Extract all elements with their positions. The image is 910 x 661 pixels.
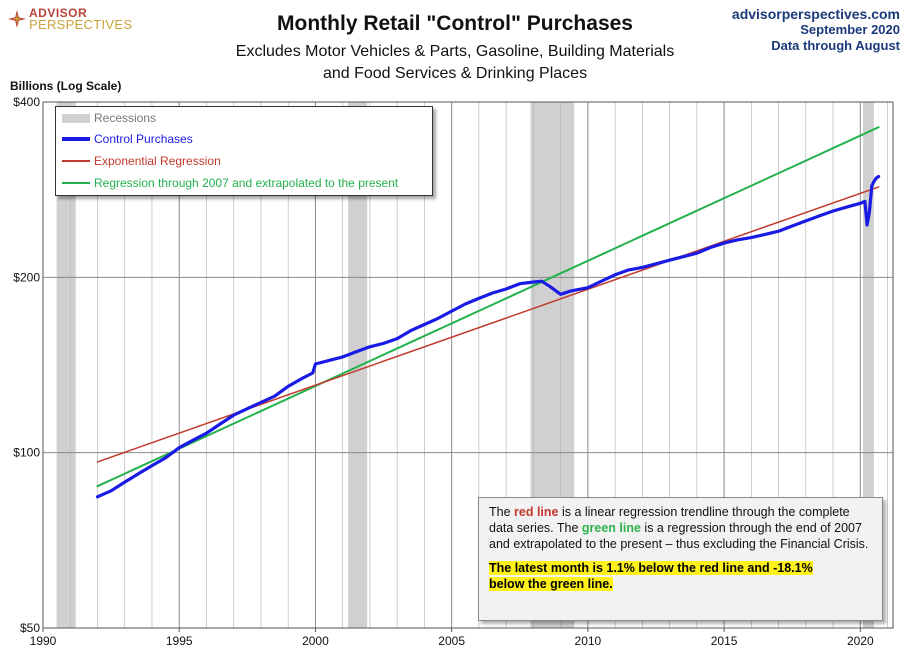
x-tick-label-1: 1995 (166, 634, 193, 648)
highlight-line-2: below the green line. (489, 577, 613, 591)
recession-band-0 (56, 102, 76, 628)
x-tick-label-5: 2015 (711, 634, 738, 648)
series-regression-2007 (96, 126, 880, 488)
legend-label-recessions: Recessions (94, 111, 157, 125)
brand-logo: ADVISOR PERSPECTIVES (8, 6, 133, 32)
chart-subtitle: Excludes Motor Vehicles & Parts, Gasolin… (150, 41, 760, 85)
source-date: September 2020 (800, 22, 900, 37)
annotation-highlight: The latest month is 1.1% below the red l… (489, 560, 874, 592)
x-tick-label-0: 1990 (30, 634, 57, 648)
legend-item-regression2007: Regression through 2007 and extrapolated… (62, 176, 398, 190)
legend-label-exponential: Exponential Regression (94, 154, 221, 168)
logo-line-1: ADVISOR (29, 6, 88, 20)
chart-legend: Recessions Control Purchases Exponential… (55, 106, 433, 196)
x-tick-label-4: 2010 (575, 634, 602, 648)
subtitle-line-1: Excludes Motor Vehicles & Parts, Gasolin… (235, 43, 675, 60)
series-exponential-regression (96, 186, 880, 463)
y-tick-label-3: $400 (13, 95, 40, 109)
chart-title: Monthly Retail "Control" Purchases (277, 12, 633, 35)
highlight-line-1: The latest month is 1.1% below the red l… (489, 561, 813, 575)
legend-swatch-exponential (62, 160, 90, 162)
y-tick-label-0: $50 (20, 621, 40, 635)
logo-line-2: PERSPECTIVES (29, 17, 133, 32)
legend-swatch-control (62, 137, 90, 141)
series-control-purchases (95, 174, 881, 499)
recession-band-1 (348, 102, 368, 628)
compass-icon (8, 10, 26, 28)
source-site: advisorperspectives.com (731, 6, 900, 22)
legend-item-recessions: Recessions (62, 111, 156, 125)
y-tick-label-1: $100 (13, 446, 40, 460)
x-tick-label-6: 2020 (847, 634, 874, 648)
y-tick-label-2: $200 (13, 270, 40, 284)
source-block: advisorperspectives.com September 2020 D… (732, 6, 900, 54)
note-red-line: red line (514, 505, 559, 519)
source-through: Data through August (771, 38, 900, 53)
x-tick-label-3: 2005 (438, 634, 465, 648)
note-text-a: The (489, 505, 515, 519)
legend-label-control: Control Purchases (94, 132, 193, 146)
subtitle-line-2: and Food Services & Drinking Places (322, 65, 588, 82)
legend-item-control: Control Purchases (62, 132, 193, 146)
annotation-box: The red line is a linear regression tren… (478, 497, 883, 621)
legend-label-regression2007: Regression through 2007 and extrapolated… (94, 176, 399, 190)
note-text-b: is a linear regression trendline through… (489, 505, 850, 535)
y-axis-label: Billions (Log Scale) (10, 79, 122, 93)
annotation-paragraph: The red line is a linear regression tren… (489, 504, 874, 552)
legend-item-exponential: Exponential Regression (62, 154, 221, 168)
plot-border (42, 101, 894, 629)
note-text-c: is a regression through the end of 2007 … (489, 521, 869, 551)
x-tick-label-2: 2000 (302, 634, 329, 648)
note-green-line: green line (581, 521, 641, 535)
legend-swatch-recessions (62, 113, 90, 123)
legend-swatch-regression2007 (62, 182, 90, 184)
recession-band-3 (863, 102, 874, 628)
